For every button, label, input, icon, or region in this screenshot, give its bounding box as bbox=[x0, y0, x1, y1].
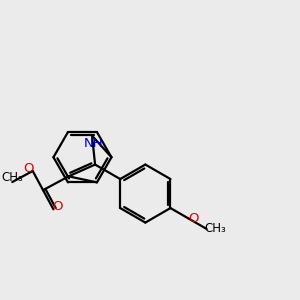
Text: CH₃: CH₃ bbox=[204, 223, 226, 236]
Text: NH: NH bbox=[84, 137, 103, 150]
Text: O: O bbox=[23, 162, 34, 175]
Text: O: O bbox=[188, 212, 199, 225]
Text: CH₃: CH₃ bbox=[2, 171, 23, 184]
Text: O: O bbox=[52, 200, 62, 214]
